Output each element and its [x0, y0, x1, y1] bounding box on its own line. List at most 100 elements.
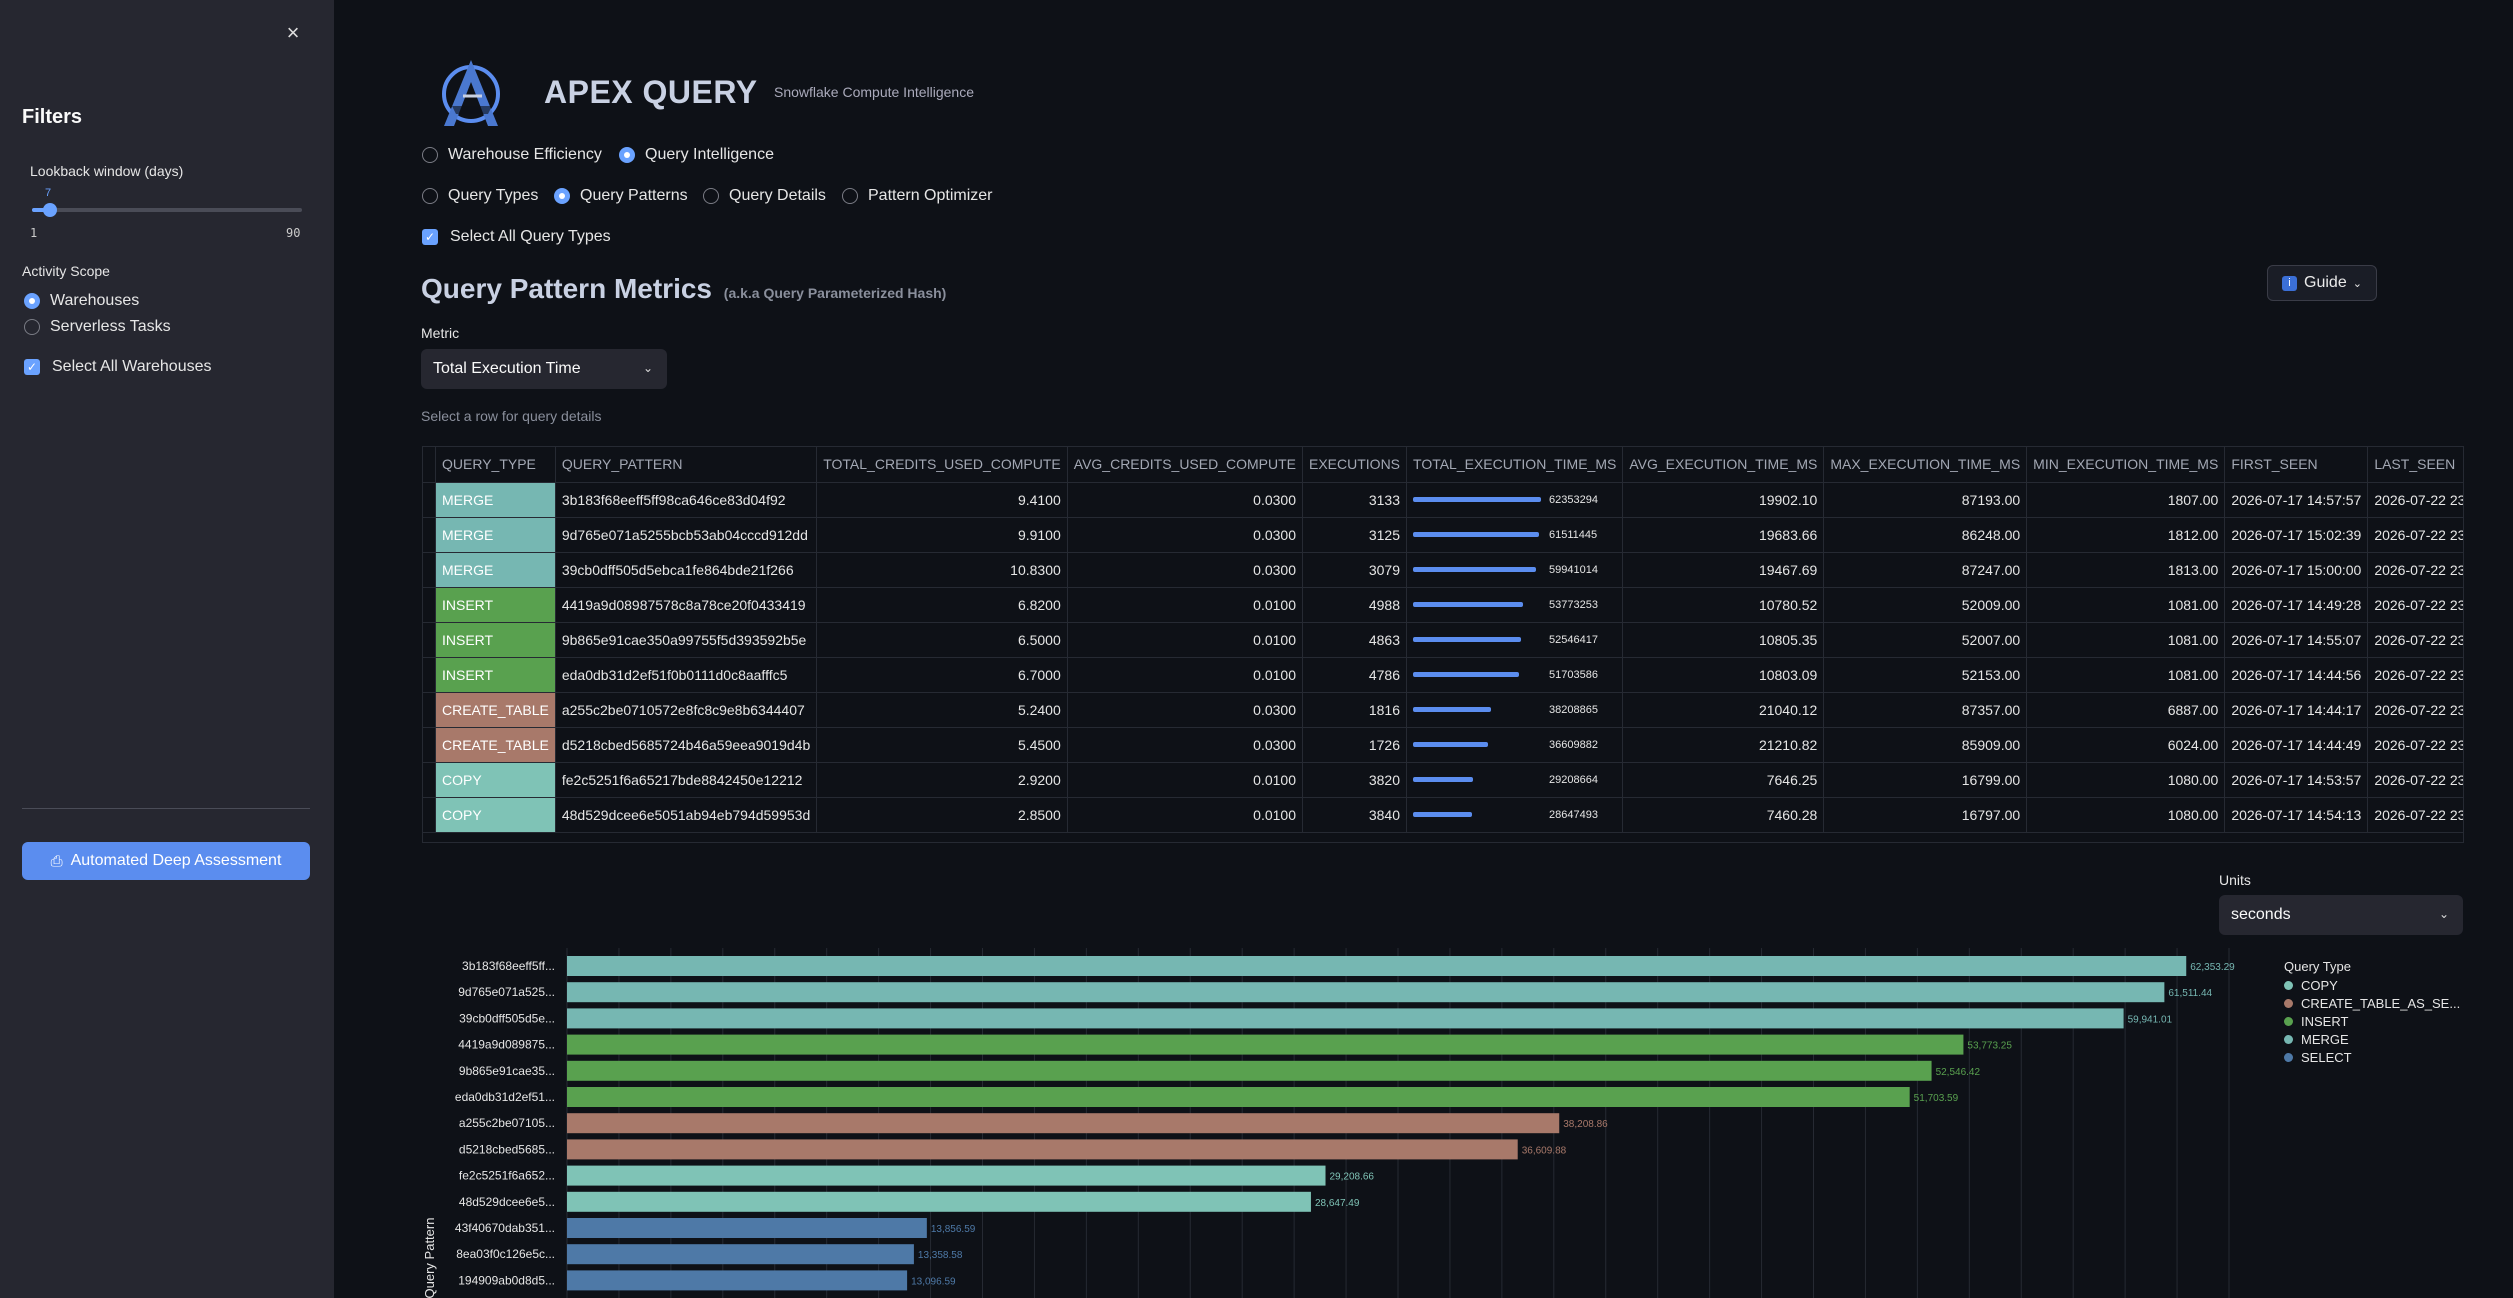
report-icon: ⎙ — [50, 852, 63, 870]
legend-item[interactable]: MERGE — [2284, 1030, 2460, 1048]
row-select-cell[interactable] — [423, 552, 436, 588]
lookback-label: Lookback window (days) — [30, 163, 184, 179]
lookback-slider-thumb[interactable] — [43, 203, 58, 217]
total-exec-time-cell: 36609882 — [1406, 727, 1624, 763]
row-select-cell[interactable] — [423, 727, 436, 763]
last-seen-cell: 2026-07-22 23:52:21 — [2367, 552, 2463, 588]
metric-select[interactable]: Total Execution Time ⌄ — [421, 349, 667, 389]
col-header[interactable]: FIRST_SEEN — [2224, 447, 2369, 483]
query-type-cell: MERGE — [435, 482, 556, 518]
total-exec-time-value: 53773253 — [1549, 598, 1598, 611]
legend-item[interactable]: SELECT — [2284, 1048, 2460, 1066]
executions-cell: 1816 — [1302, 692, 1408, 728]
query-pattern-cell: 3b183f68eeff5ff98ca646ce83d04f92 — [555, 482, 818, 518]
table-row[interactable]: CREATE_TABLE a255c2be0710572e8fc8c9e8b634… — [423, 692, 2463, 728]
total-exec-time-bar — [1413, 777, 1473, 782]
bar-category-label: 3b183f68eeff5ff... — [462, 959, 555, 973]
total-credits-cell: 10.8300 — [816, 552, 1068, 588]
scope-radio-serverless[interactable]: Serverless Tasks — [24, 318, 171, 336]
table-row[interactable]: COPY fe2c5251f6a65217bde8842450e12212 2.92… — [423, 762, 2463, 798]
table-hint: Select a row for query details — [421, 408, 602, 424]
row-select-cell[interactable] — [423, 692, 436, 728]
legend-item[interactable]: INSERT — [2284, 1012, 2460, 1030]
row-select-cell[interactable] — [423, 587, 436, 623]
min-exec-time-cell: 6887.00 — [2026, 692, 2226, 728]
last-seen-cell: 2026-07-22 23:52:17 — [2367, 622, 2463, 658]
legend-item[interactable]: COPY — [2284, 976, 2460, 994]
query-pattern-cell: a255c2be0710572e8fc8c9e8b6344407 — [555, 692, 818, 728]
col-header[interactable]: AVG_CREDITS_USED_COMPUTE — [1067, 447, 1304, 483]
lookback-slider[interactable] — [32, 203, 302, 217]
row-select-cell[interactable] — [423, 622, 436, 658]
nav-query-intelligence[interactable]: Query Intelligence — [619, 146, 774, 164]
executions-cell: 4786 — [1302, 657, 1408, 693]
subnav-query-details[interactable]: Query Details — [703, 187, 826, 205]
bar-value-label: 28,647.49 — [1315, 1198, 1360, 1209]
query-pattern-table[interactable]: QUERY_TYPE QUERY_PATTERN TOTAL_CREDITS_U… — [422, 446, 2464, 843]
deep-assessment-button[interactable]: ⎙ Automated Deep Assessment — [22, 842, 310, 880]
chevron-down-icon: ⌄ — [2352, 277, 2362, 290]
radio-unselected-icon — [842, 188, 858, 204]
table-row[interactable]: MERGE 3b183f68eeff5ff98ca646ce83d04f92 9.4… — [423, 482, 2463, 518]
last-seen-cell: 2026-07-22 23:37:47 — [2367, 692, 2463, 728]
col-header[interactable]: LAST_SEEN — [2367, 447, 2463, 483]
first-seen-cell: 2026-07-17 15:02:39 — [2224, 517, 2369, 553]
first-seen-cell: 2026-07-17 14:44:49 — [2224, 727, 2369, 763]
total-exec-time-value: 38208865 — [1549, 703, 1598, 716]
row-select-cell[interactable] — [423, 797, 436, 833]
col-header[interactable]: TOTAL_EXECUTION_TIME_MS — [1406, 447, 1624, 483]
table-row[interactable]: MERGE 39cb0dff505d5ebca1fe864bde21f266 10.… — [423, 552, 2463, 588]
subnav-query-types[interactable]: Query Types — [422, 187, 538, 205]
subnav-pattern-optimizer[interactable]: Pattern Optimizer — [842, 187, 992, 205]
col-header[interactable]: EXECUTIONS — [1302, 447, 1408, 483]
last-seen-cell: 2026-07-22 23:37:42 — [2367, 482, 2463, 518]
col-header[interactable]: QUERY_TYPE — [435, 447, 556, 483]
avg-credits-cell: 0.0100 — [1067, 587, 1304, 623]
table-row[interactable]: MERGE 9d765e071a5255bcb53ab04cccd912dd 9.9… — [423, 517, 2463, 553]
table-row[interactable]: CREATE_TABLE d5218cbed5685724b46a59eea901… — [423, 727, 2463, 763]
section-title-note: (a.k.a Query Parameterized Hash) — [723, 285, 947, 301]
subnav-option-label: Query Details — [729, 187, 826, 204]
bar — [567, 956, 2187, 976]
bar — [567, 1139, 1518, 1160]
min-exec-time-cell: 1080.00 — [2026, 762, 2226, 798]
table-row[interactable]: INSERT 9b865e91cae350a99755f5d393592b5e 6.… — [423, 622, 2463, 658]
select-all-warehouses-checkbox[interactable]: ✓ Select All Warehouses — [24, 358, 211, 376]
bar-category-label: a255c2be07105... — [459, 1116, 555, 1130]
col-header[interactable]: MIN_EXECUTION_TIME_MS — [2026, 447, 2226, 483]
row-select-cell[interactable] — [423, 657, 436, 693]
row-select-cell[interactable] — [423, 482, 436, 518]
select-all-query-types-checkbox[interactable]: ✓ Select All Query Types — [422, 228, 611, 246]
min-exec-time-cell: 1081.00 — [2026, 587, 2226, 623]
guide-dropdown-button[interactable]: i Guide ⌄ — [2267, 265, 2377, 301]
table-row[interactable]: INSERT 4419a9d08987578c8a78ce20f0433419 6.… — [423, 587, 2463, 623]
lookback-slider-fill — [32, 208, 51, 212]
query-pattern-cell: 9d765e071a5255bcb53ab04cccd912dd — [555, 517, 818, 553]
row-select-cell[interactable] — [423, 762, 436, 798]
col-header[interactable]: QUERY_PATTERN — [555, 447, 818, 483]
last-seen-cell: 2026-07-22 23:48:55 — [2367, 797, 2463, 833]
col-header[interactable]: MAX_EXECUTION_TIME_MS — [1823, 447, 2028, 483]
scope-radio-warehouses[interactable]: Warehouses — [24, 292, 139, 310]
min-exec-time-cell: 1812.00 — [2026, 517, 2226, 553]
close-sidebar-icon[interactable]: × — [286, 20, 300, 45]
query-pattern-cell: 48d529dcee6e5051ab94eb794d59953d — [555, 797, 818, 833]
lookback-value: 7 — [45, 187, 52, 199]
table-row[interactable]: COPY 48d529dcee6e5051ab94eb794d59953d 2.85… — [423, 797, 2463, 833]
last-seen-cell: 2026-07-22 23:51:54 — [2367, 587, 2463, 623]
avg-credits-cell: 0.0100 — [1067, 657, 1304, 693]
row-select-cell[interactable] — [423, 517, 436, 553]
table-row[interactable]: INSERT eda0db31d2ef51f0b0111d0c8aafffc5 6.… — [423, 657, 2463, 693]
col-header[interactable]: TOTAL_CREDITS_USED_COMPUTE — [816, 447, 1068, 483]
subnav-query-patterns[interactable]: Query Patterns — [554, 187, 688, 205]
first-seen-cell: 2026-07-17 14:49:28 — [2224, 587, 2369, 623]
units-select[interactable]: seconds ⌄ — [2219, 895, 2463, 935]
legend-item[interactable]: CREATE_TABLE_AS_SE... — [2284, 994, 2460, 1012]
nav-warehouse-efficiency[interactable]: Warehouse Efficiency — [422, 146, 602, 164]
lookback-max: 90 — [286, 226, 301, 240]
col-header[interactable]: AVG_EXECUTION_TIME_MS — [1622, 447, 1825, 483]
max-exec-time-cell: 87247.00 — [1823, 552, 2028, 588]
row-select-header — [423, 447, 436, 483]
chart-legend: COPY CREATE_TABLE_AS_SE... INSERT MERGE SELE… — [2284, 976, 2460, 1066]
bar — [567, 1270, 908, 1291]
